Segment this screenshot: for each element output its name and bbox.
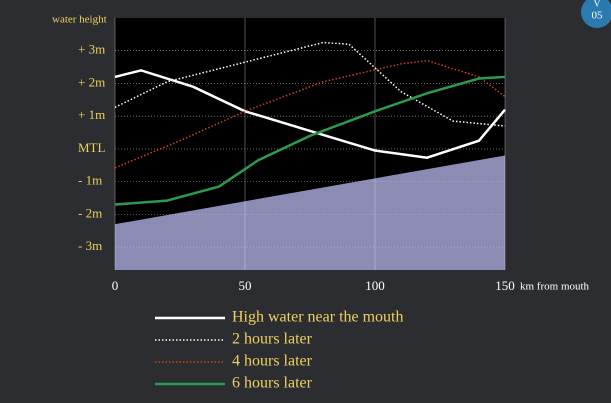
series-line <box>114 69 506 160</box>
legend-label: 6 hours later <box>232 375 313 392</box>
legend-label: High water near the mouth <box>232 309 404 326</box>
series-line <box>114 75 506 206</box>
legend-label: 4 hours later <box>232 353 313 370</box>
y-tick-label: - 1m <box>78 173 102 188</box>
x-tick-label: 50 <box>239 278 252 293</box>
y-axis-label: water height <box>52 14 107 26</box>
seabed <box>115 155 505 270</box>
y-tick-label: - 3m <box>78 238 102 253</box>
y-tick-label: - 2m <box>78 205 102 220</box>
series-line <box>114 41 506 127</box>
badge-text: V <box>593 0 601 9</box>
y-tick-label: + 2m <box>78 74 105 89</box>
badge-text: 05 <box>592 10 604 22</box>
x-axis-label: km from mouth <box>520 281 590 293</box>
y-tick-label: + 1m <box>78 107 105 122</box>
legend-label: 2 hours later <box>232 331 313 348</box>
x-tick-label: 100 <box>365 278 385 293</box>
y-tick-label: MTL <box>78 140 106 155</box>
y-tick-label: + 3m <box>78 42 105 57</box>
badge <box>581 0 611 28</box>
x-tick-label: 150 <box>495 278 515 293</box>
x-tick-label: 0 <box>112 278 119 293</box>
